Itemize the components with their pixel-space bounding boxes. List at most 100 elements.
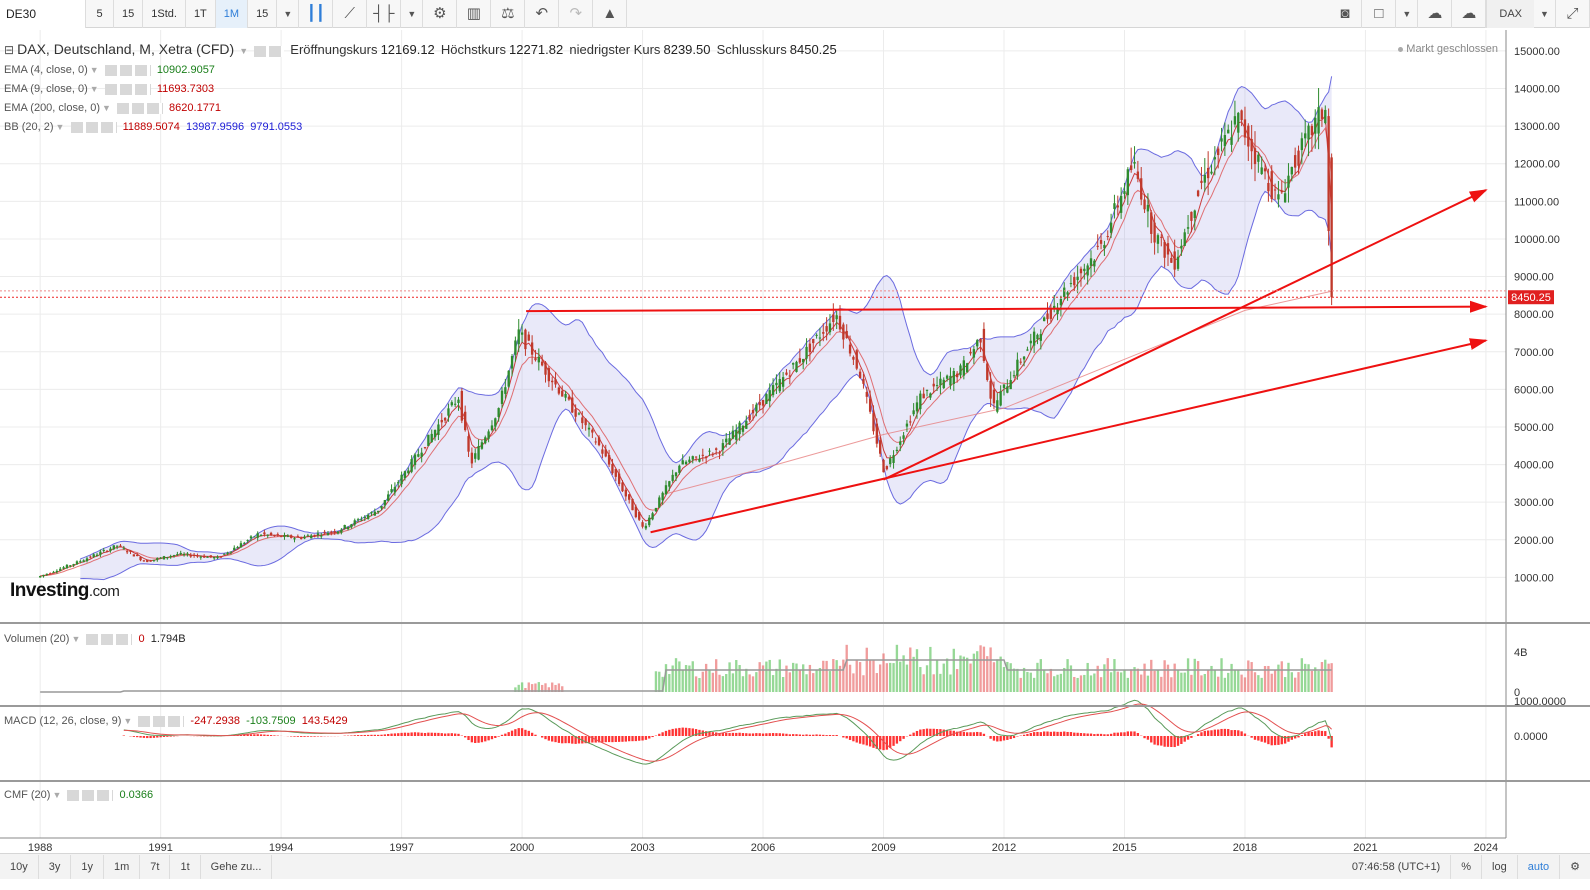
volume-bar (557, 683, 561, 692)
macd-histogram-bar (366, 734, 370, 736)
volume-bar (524, 687, 527, 692)
volume-bar (815, 669, 818, 692)
goto-date-button[interactable]: Gehe zu... (201, 854, 273, 879)
title-settings-icons[interactable] (254, 45, 285, 57)
ema200-label[interactable]: EMA (200, close, 0) (4, 102, 100, 114)
interval-custom[interactable]: 15 (248, 0, 278, 28)
candle-body (383, 500, 387, 506)
range-3y[interactable]: 3y (39, 854, 72, 879)
ema200-settings-icons[interactable] (116, 102, 163, 114)
symbol-compare-label[interactable]: DAX (1486, 0, 1534, 28)
alert-icon[interactable]: ▲ (593, 0, 628, 28)
indicator-dropdown-icon[interactable]: ▼ (401, 0, 424, 28)
line-chart-icon[interactable]: ⟋ (333, 0, 368, 28)
log-scale-toggle[interactable]: log (1481, 854, 1517, 879)
ema9-label[interactable]: EMA (9, close, 0) (4, 83, 88, 95)
bb-dropdown-icon[interactable]: ▼ (55, 122, 65, 132)
macd-histogram-bar (1300, 735, 1304, 736)
range-1t[interactable]: 1t (170, 854, 201, 879)
macd-histogram-bar (410, 732, 413, 736)
pane-separator-macd[interactable] (0, 705, 1590, 707)
volume-bar (865, 647, 868, 692)
candle-body (256, 533, 259, 538)
candle-body (380, 505, 383, 509)
undo-icon[interactable]: ↶ (525, 0, 560, 28)
candle-body (303, 536, 306, 539)
macd-histogram-bar (698, 729, 701, 736)
settings-gear-icon[interactable]: ⚙ (1559, 854, 1590, 879)
ema9-dropdown-icon[interactable]: ▼ (89, 84, 99, 94)
cmf-settings-icons[interactable] (67, 789, 114, 801)
clock-display[interactable]: 07:46:58 (UTC+1) (1351, 860, 1441, 873)
pane-separator-volume[interactable] (0, 622, 1590, 624)
ema9-settings-icons[interactable] (104, 83, 151, 95)
macd-histogram-bar (1200, 732, 1203, 736)
macd-histogram-bar (567, 736, 571, 744)
candle-body (868, 398, 872, 412)
cloud-load-icon[interactable]: ☁ (1418, 0, 1453, 28)
macd-histogram-bar (885, 736, 889, 750)
volume-bar (812, 673, 815, 692)
interval-1d[interactable]: 1T (186, 0, 216, 28)
volume-bar (949, 674, 952, 692)
bb-settings-icons[interactable] (70, 121, 117, 133)
indicator-icon[interactable]: ┤├ (367, 0, 402, 28)
range-1y[interactable]: 1y (71, 854, 104, 879)
interval-5[interactable]: 5 (86, 0, 114, 28)
candle-body (403, 471, 407, 479)
candle-body (1066, 292, 1069, 295)
interval-15[interactable]: 15 (114, 0, 144, 28)
macd-histogram-bar (373, 734, 376, 736)
candles-icon[interactable]: ┃┃ (299, 0, 334, 28)
macd-histogram-bar (293, 736, 296, 737)
macd-histogram-bar (1096, 733, 1099, 736)
interval-dropdown-icon[interactable]: ▼ (277, 0, 300, 28)
range-10y[interactable]: 10y (0, 854, 39, 879)
macd-histogram-bar (1263, 736, 1267, 743)
ema200-dropdown-icon[interactable]: ▼ (102, 103, 111, 113)
collapse-icon[interactable]: ⊟ (4, 43, 15, 57)
macd-settings-icons[interactable] (138, 715, 185, 727)
volume-dropdown-icon[interactable]: ▼ (71, 634, 81, 644)
candle-body (276, 534, 279, 536)
cloud-save-icon[interactable]: ☁ (1452, 0, 1487, 28)
symbol-dropdown-icon[interactable]: ▼ (1534, 0, 1556, 28)
ema4-dropdown-icon[interactable]: ▼ (89, 65, 99, 75)
compare-icon[interactable]: ⚖ (491, 0, 526, 28)
layout-icon[interactable]: □ (1362, 0, 1397, 28)
layout-dropdown-icon[interactable]: ▼ (1396, 0, 1419, 28)
symbol-input[interactable]: DE30 (0, 0, 86, 28)
candle-body (273, 535, 276, 537)
volume-label[interactable]: Volumen (20) (4, 633, 70, 645)
redo-icon[interactable]: ↷ (559, 0, 594, 28)
ema4-label[interactable]: EMA (4, close, 0) (4, 64, 88, 76)
candle-body (306, 535, 310, 537)
ema4-settings-icons[interactable] (104, 64, 151, 76)
pane-separator-cmf[interactable] (0, 780, 1590, 782)
candle-body (1150, 212, 1153, 234)
range-1m[interactable]: 1m (104, 854, 141, 879)
macd-label[interactable]: MACD (12, 26, close, 9) (4, 715, 122, 727)
chart-canvas[interactable]: 1000.00 2000.00 3000.00 4000.00 5000.00 6000.… (0, 0, 1590, 853)
candle-body (313, 534, 316, 537)
volume-bar (1026, 671, 1029, 692)
range-7t[interactable]: 7t (140, 854, 171, 879)
time-tick-label: 1997 (389, 842, 413, 853)
gear-icon[interactable]: ⚙ (423, 0, 458, 28)
volume-settings-icons[interactable] (86, 633, 133, 645)
title-dropdown-icon[interactable]: ▼ (239, 46, 249, 56)
volume-bar (872, 659, 875, 692)
interval-1h[interactable]: 1Std. (143, 0, 186, 28)
cmf-label[interactable]: CMF (20) (4, 789, 51, 801)
camera-icon[interactable]: ◙ (1328, 0, 1363, 28)
macd-dropdown-icon[interactable]: ▼ (123, 716, 133, 726)
macd-histogram-bar (959, 731, 962, 736)
candle-body (882, 459, 885, 473)
macd-histogram-bar (1166, 736, 1170, 747)
interval-1m[interactable]: 1M (215, 0, 249, 28)
cmf-dropdown-icon[interactable]: ▼ (52, 790, 62, 800)
auto-scale-toggle[interactable]: auto (1516, 854, 1559, 879)
studies-icon[interactable]: ▥ (457, 0, 492, 28)
bb-label[interactable]: BB (20, 2) (4, 121, 54, 133)
percent-scale-toggle[interactable]: % (1450, 854, 1481, 879)
